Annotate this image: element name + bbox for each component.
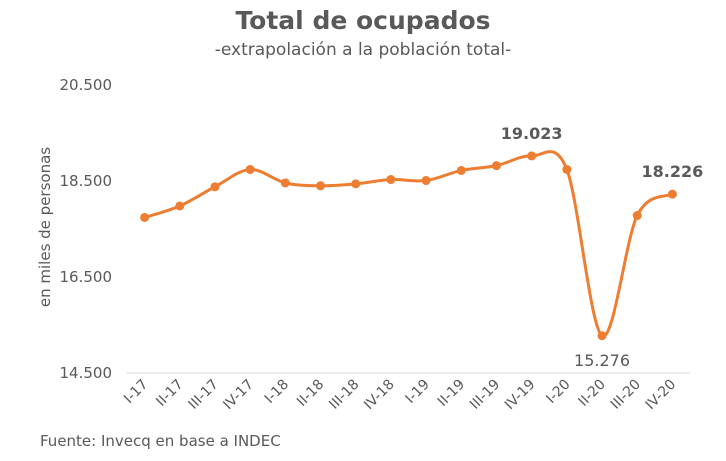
source-note: Fuente: Invecq en base a INDEC (40, 432, 281, 450)
data-points (140, 151, 677, 341)
data-point (632, 211, 642, 221)
y-axis-label: en miles de personas (36, 146, 54, 308)
x-tick-label: IV-20 (643, 377, 680, 414)
data-point (175, 201, 185, 211)
x-tick-label: III-20 (608, 377, 644, 413)
y-tick-label: 16.500 (60, 268, 113, 286)
x-tick-label: IV-19 (502, 377, 539, 414)
x-tick-label: IV-18 (361, 377, 398, 414)
data-label: 15.276 (574, 351, 630, 370)
chart-title: Total de ocupados (235, 6, 491, 35)
data-point (245, 164, 255, 174)
x-tick-label: II-17 (153, 377, 186, 410)
data-point (456, 165, 466, 175)
data-point (667, 189, 677, 199)
data-point (527, 151, 537, 161)
x-tick-label: I-19 (403, 377, 433, 407)
y-tick-label: 14.500 (60, 364, 113, 382)
y-tick-label: 18.500 (60, 172, 113, 190)
data-point (140, 212, 150, 222)
data-point (316, 181, 326, 191)
x-tick-label: II-18 (294, 377, 327, 410)
data-label: 18.226 (642, 162, 704, 181)
x-tick-label: I-20 (543, 377, 573, 407)
data-point (386, 175, 396, 185)
x-tick-label: IV-17 (220, 377, 257, 414)
x-tick-label: I-18 (262, 377, 292, 407)
x-tick-label: III-18 (326, 377, 362, 413)
y-tick-label: 20.500 (60, 76, 113, 94)
x-tick-label: I-17 (121, 377, 151, 407)
data-point (210, 182, 220, 192)
data-point (280, 178, 290, 188)
data-point (421, 176, 431, 186)
x-tick-label: III-17 (186, 377, 222, 413)
y-axis-ticks: 14.500 16.500 18.500 20.500 (60, 76, 113, 382)
data-point (491, 161, 501, 171)
data-label: 19.023 (501, 124, 563, 143)
chart-subtitle: -extrapolación a la población total- (214, 40, 512, 60)
x-tick-label: II-19 (435, 377, 468, 410)
data-point (351, 179, 361, 189)
data-point (562, 164, 572, 174)
x-tick-label: III-19 (467, 377, 503, 413)
data-labels: 19.023 15.276 18.226 (501, 124, 704, 370)
data-point (597, 331, 607, 341)
series-line (143, 150, 674, 338)
x-tick-label: II-20 (576, 377, 609, 410)
